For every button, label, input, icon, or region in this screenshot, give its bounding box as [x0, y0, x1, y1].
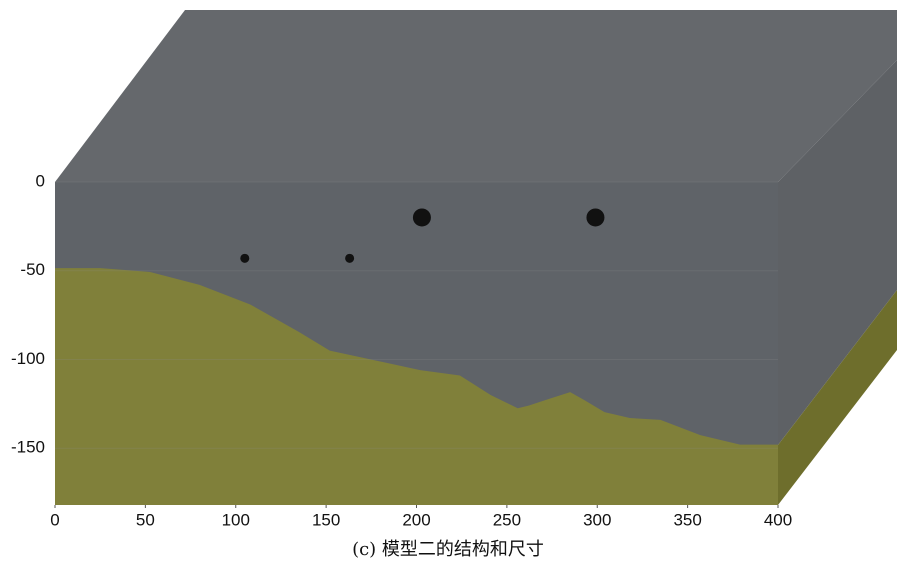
x-tick-label: 400: [764, 510, 792, 529]
box-top: [55, 10, 897, 182]
x-tick-label: 50: [136, 510, 155, 529]
point: [412, 208, 431, 227]
x-tick-label: 100: [222, 510, 250, 529]
y-tick-label: 0: [36, 171, 45, 190]
x-tick-label: 200: [402, 510, 430, 529]
y-tick-label: -50: [20, 260, 45, 279]
x-tick-label: 250: [493, 510, 521, 529]
point: [240, 253, 250, 263]
y-tick-label: -150: [11, 438, 45, 457]
x-tick-label: 350: [673, 510, 701, 529]
box-side: [778, 60, 897, 445]
ground-side: [778, 290, 897, 505]
y-tick-label: -100: [11, 349, 45, 368]
x-tick-label: 300: [583, 510, 611, 529]
x-tick-label: 0: [50, 510, 59, 529]
point: [586, 208, 605, 227]
point: [345, 253, 355, 263]
x-tick-label: 150: [312, 510, 340, 529]
caption: (c) 模型二的结构和尺寸: [352, 539, 544, 560]
terrain-area: [55, 268, 778, 505]
